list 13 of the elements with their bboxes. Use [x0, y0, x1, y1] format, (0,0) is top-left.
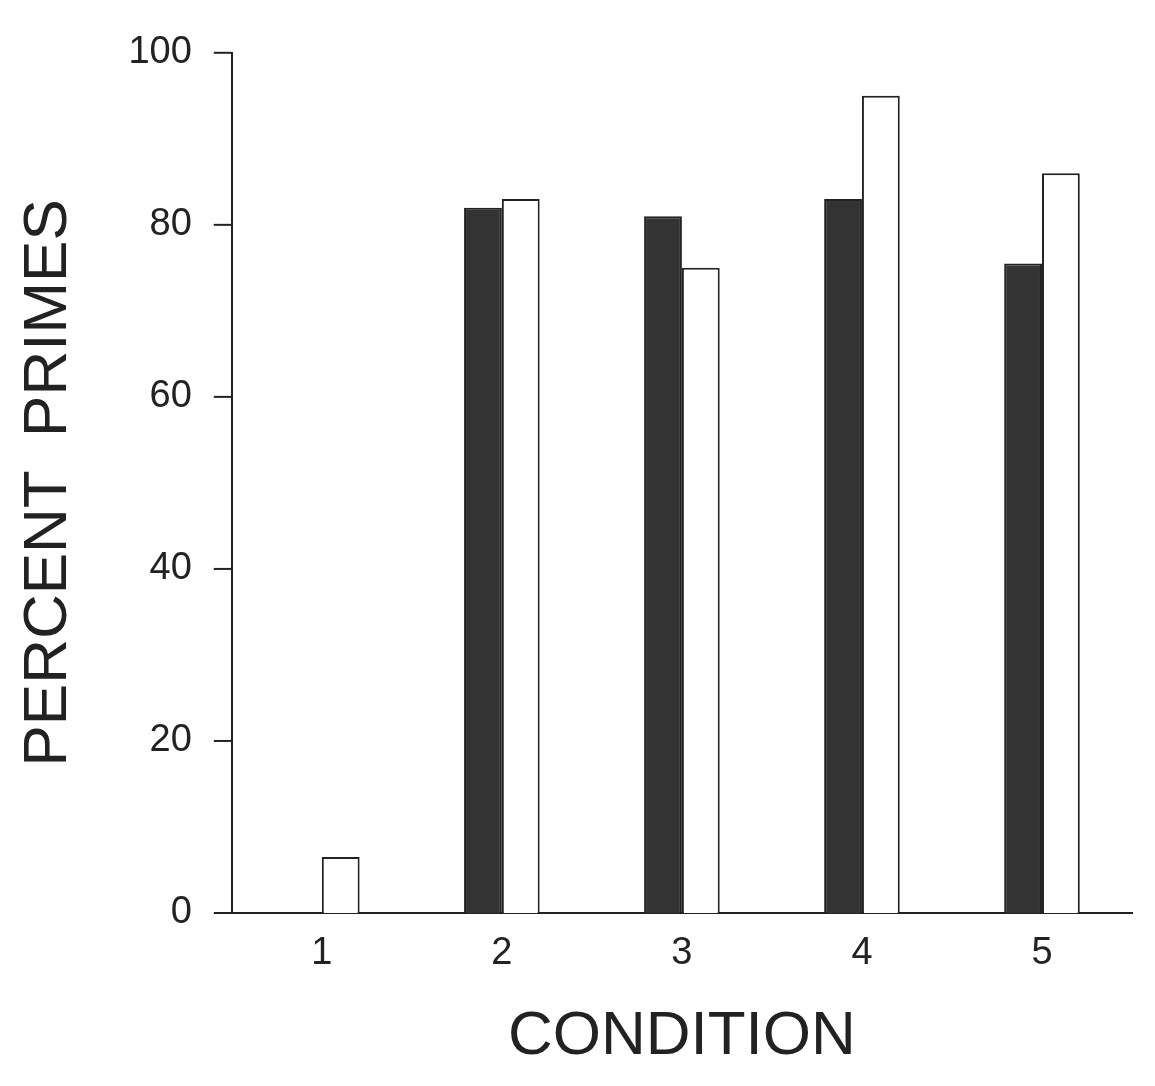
x-tick-label: 4: [851, 930, 873, 973]
y-tick-label: 40: [149, 545, 192, 588]
x-tick-label: 1: [311, 930, 333, 973]
y-tick-label: 0: [170, 889, 192, 932]
x-tick-label: 2: [491, 930, 513, 973]
x-tick-label: 5: [1031, 930, 1053, 973]
y-tick-label: 80: [149, 201, 192, 244]
x-tick-label: 3: [671, 930, 693, 973]
y-tick-label: 60: [149, 373, 192, 416]
y-tick-label: 20: [149, 717, 192, 760]
y-axis-title: PERCENT PRIMES: [10, 199, 80, 767]
y-tick-label: 100: [128, 29, 192, 72]
x-axis-title: CONDITION: [507, 997, 856, 1067]
